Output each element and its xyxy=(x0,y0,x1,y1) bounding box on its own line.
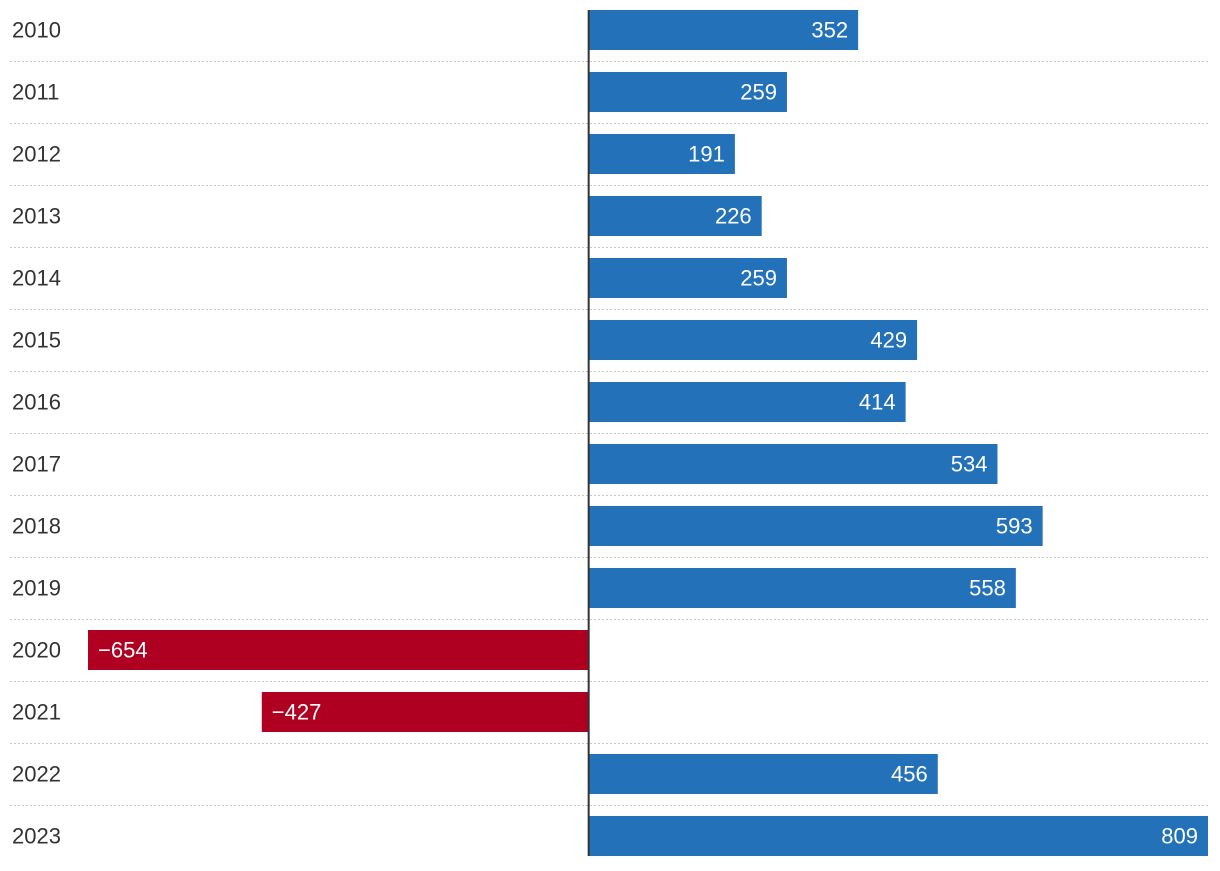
positive-bar xyxy=(588,72,787,112)
positive-bar xyxy=(588,506,1043,546)
value-label: 429 xyxy=(870,328,907,353)
value-label: 593 xyxy=(996,514,1033,539)
bars-layer xyxy=(88,10,1208,856)
category-label: 2018 xyxy=(12,514,61,539)
positive-bar xyxy=(588,196,762,236)
value-label: −427 xyxy=(272,700,322,725)
positive-bar xyxy=(588,134,735,174)
value-label: 352 xyxy=(811,18,848,43)
value-label: −654 xyxy=(98,638,148,663)
category-label: 2020 xyxy=(12,638,61,663)
negative-bar xyxy=(88,630,589,670)
positive-bar xyxy=(588,320,918,360)
positive-bar xyxy=(588,568,1016,608)
value-label: 414 xyxy=(859,390,896,415)
category-label: 2021 xyxy=(12,700,61,725)
positive-bar xyxy=(588,10,859,50)
category-label: 2013 xyxy=(12,204,61,229)
positive-bar xyxy=(588,816,1208,856)
value-label: 191 xyxy=(688,142,725,167)
category-label: 2017 xyxy=(12,452,61,477)
positive-bar xyxy=(588,754,938,794)
category-label: 2014 xyxy=(12,266,61,291)
value-label: 534 xyxy=(951,452,988,477)
category-label: 2015 xyxy=(12,328,61,353)
positive-bar xyxy=(588,382,906,422)
value-label: 259 xyxy=(740,80,777,105)
value-label: 259 xyxy=(740,266,777,291)
category-label: 2022 xyxy=(12,762,61,787)
category-label: 2016 xyxy=(12,390,61,415)
positive-bar xyxy=(588,258,787,298)
value-label: 226 xyxy=(715,204,752,229)
value-label: 456 xyxy=(891,762,928,787)
labels-layer: 2010 352 2011 259 2012 191 2013 226 2014 259 2015 4… xyxy=(12,18,1198,849)
category-label: 2023 xyxy=(12,824,61,849)
category-label: 2019 xyxy=(12,576,61,601)
positive-bar xyxy=(588,444,998,484)
category-label: 2012 xyxy=(12,142,61,167)
value-label: 558 xyxy=(969,576,1006,601)
category-label: 2011 xyxy=(12,80,59,105)
category-label: 2010 xyxy=(12,18,61,43)
value-label: 809 xyxy=(1161,824,1198,849)
negative-bar xyxy=(261,692,589,732)
